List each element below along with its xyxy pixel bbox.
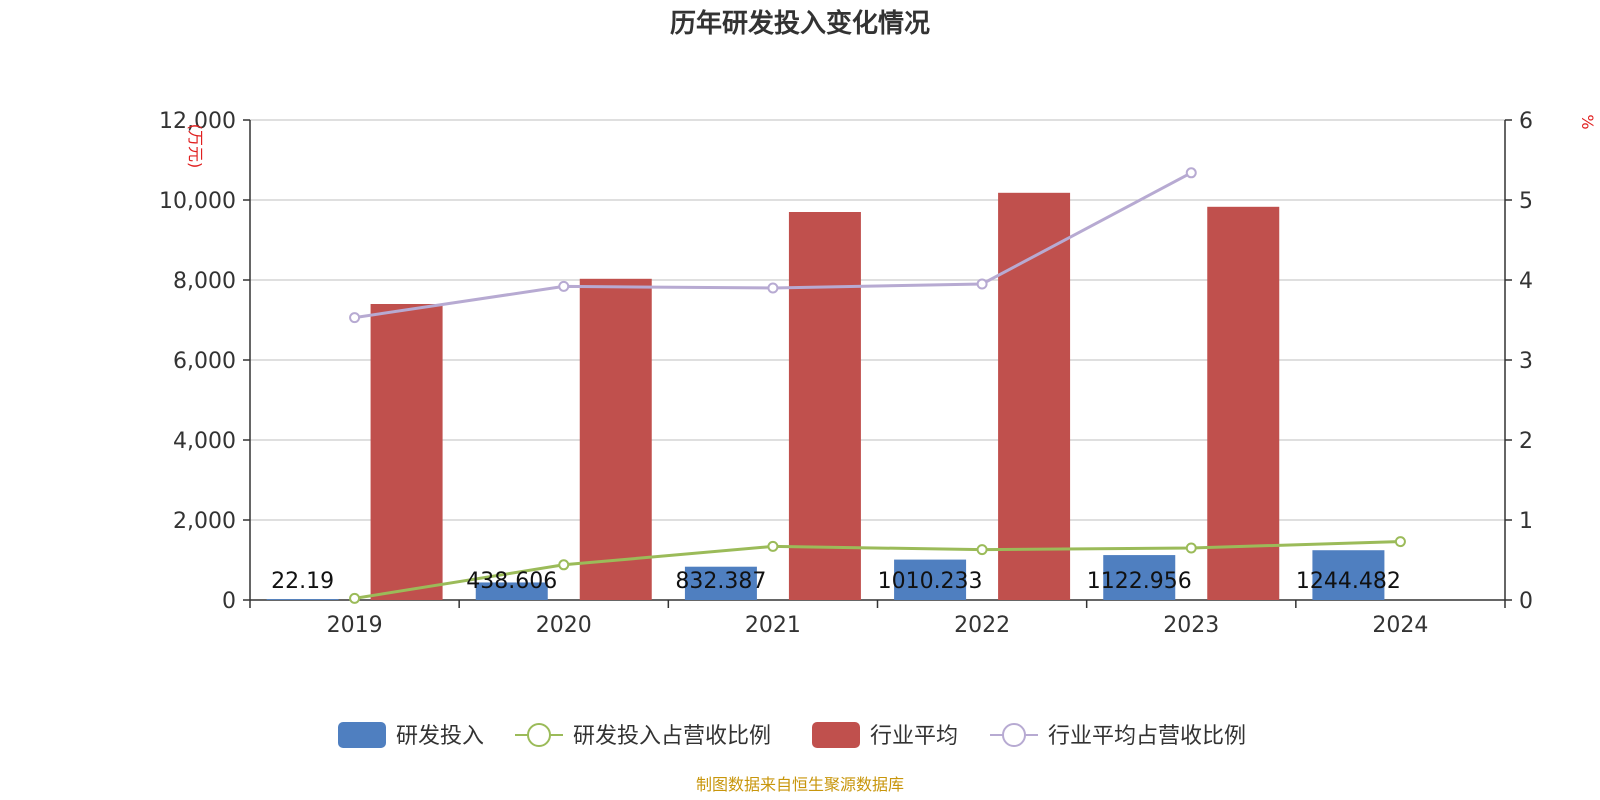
right-tick-label: 0 [1519, 589, 1533, 614]
bars [266, 192, 1385, 601]
legend-swatch [812, 722, 860, 748]
right-tick-label: 5 [1519, 189, 1533, 214]
left-tick-label: 6,000 [173, 349, 236, 374]
rd-ratio-point [1394, 536, 1406, 548]
data-labels: 22.19 438.606 832.387 1010.233 1122.956 1244.… [271, 569, 1401, 594]
rd-investment-bar [894, 559, 967, 600]
legend-label: 研发投入 [396, 724, 484, 749]
rd-investment-data-label: 832.387 [675, 569, 766, 594]
left-tick-label: 4,000 [173, 429, 236, 454]
legend-label: 研发投入占营收比例 [573, 724, 771, 749]
legend-label: 行业平均占营收比例 [1048, 724, 1246, 749]
left-tick-label: 8,000 [173, 269, 236, 294]
industry-average-bar [1207, 206, 1280, 601]
axes: 0 2,000 4,000 6,000 8,000 10,000 12,000 0 1 2 3 4 5 6… [159, 109, 1533, 638]
legend-item: 行业平均 [812, 722, 958, 749]
industry-average-bar [998, 192, 1071, 601]
right-tick-label: 4 [1519, 269, 1533, 294]
rd-ratio-line [354, 540, 1401, 600]
lines [349, 167, 1406, 604]
legend-marker [527, 723, 551, 747]
x-tick-label: 2023 [1163, 613, 1219, 638]
rd-ratio-point [1185, 542, 1197, 554]
industry-average-bar [370, 304, 443, 600]
legend-marker [1002, 723, 1026, 747]
industry-average-bar [579, 278, 652, 600]
legend-item: 行业平均占营收比例 [990, 723, 1246, 749]
industry-ratio-point [349, 312, 361, 324]
rd-investment-bar [1312, 550, 1385, 600]
left-tick-label: 0 [222, 589, 236, 614]
right-axis-unit: % [1578, 114, 1597, 129]
rd-ratio-point [767, 540, 779, 552]
right-tick-label: 1 [1519, 509, 1533, 534]
x-tick-label: 2019 [327, 613, 383, 638]
x-tick-label: 2022 [954, 613, 1010, 638]
grid-lines [250, 119, 1505, 521]
industry-ratio-point [1185, 167, 1197, 179]
legend-item: 研发投入占营收比例 [515, 723, 771, 749]
rd-investment-data-label: 1244.482 [1296, 569, 1401, 594]
right-tick-label: 6 [1519, 109, 1533, 134]
chart-title: 历年研发投入变化情况 [670, 8, 930, 39]
rd-ratio-point [558, 559, 570, 571]
rd-investment-data-label: 22.19 [271, 569, 334, 594]
industry-ratio-point [558, 280, 570, 292]
rd-investment-data-label: 1122.956 [1087, 569, 1192, 594]
left-axis-unit: (万元) [186, 124, 205, 169]
industry-average-bar [788, 212, 861, 600]
rd-investment-data-label: 1010.233 [878, 569, 983, 594]
legend-item: 研发投入 [338, 722, 484, 749]
rd-ratio-point [349, 592, 361, 604]
left-tick-label: 10,000 [159, 189, 236, 214]
x-tick-label: 2020 [536, 613, 592, 638]
left-tick-label: 12,000 [159, 109, 236, 134]
right-tick-label: 2 [1519, 429, 1533, 454]
legend-swatch [338, 722, 386, 748]
left-tick-label: 2,000 [173, 509, 236, 534]
rd-investment-bar [684, 566, 757, 600]
industry-ratio-point [976, 278, 988, 290]
legend-label: 行业平均 [870, 724, 958, 749]
source-note: 制图数据来自恒生聚源数据库 [696, 775, 904, 794]
rd-ratio-point [976, 544, 988, 556]
x-tick-label: 2021 [745, 613, 801, 638]
industry-ratio-point [767, 282, 779, 294]
rd-investment-data-label: 438.606 [466, 569, 557, 594]
legend: 研发投入 研发投入占营收比例 行业平均 行业平均占营收比例 [338, 722, 1246, 749]
x-tick-label: 2024 [1372, 613, 1428, 638]
rd-investment-bar [266, 599, 339, 600]
rd-investment-bar [475, 582, 548, 600]
right-tick-label: 3 [1519, 349, 1533, 374]
rd-investment-bar [1103, 555, 1176, 600]
